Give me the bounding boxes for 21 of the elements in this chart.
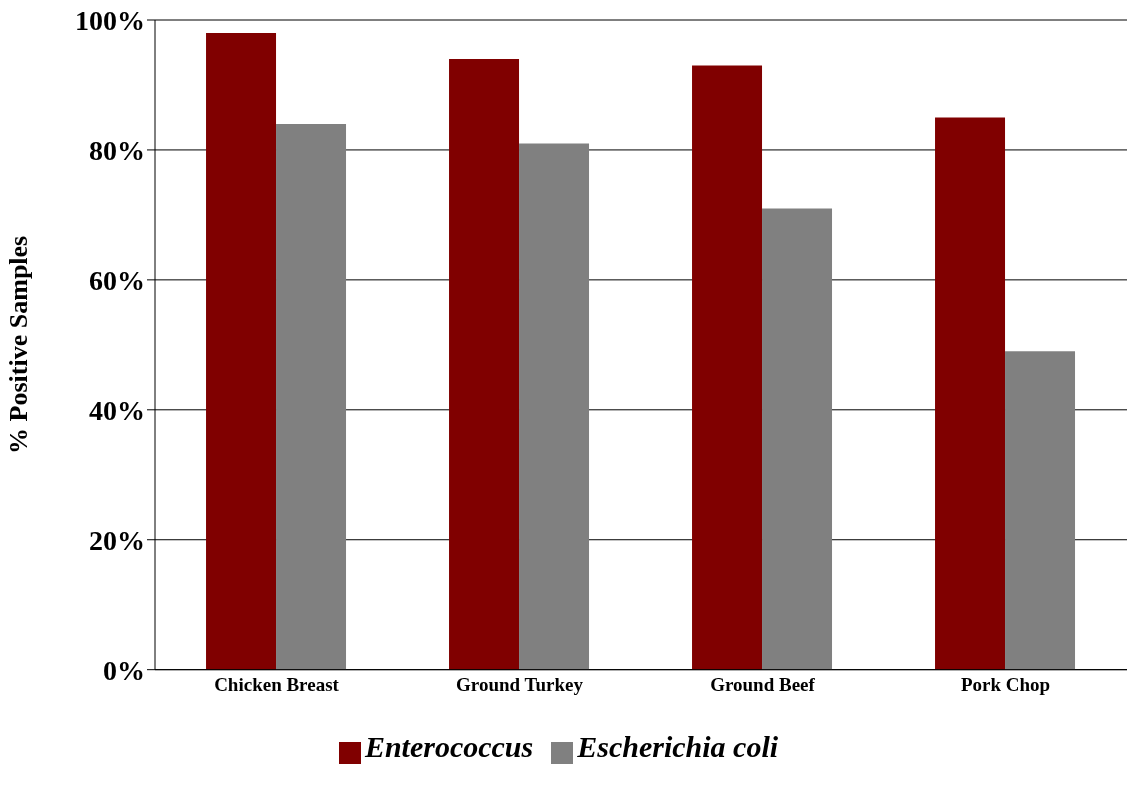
y-tick-label: 20% <box>89 524 145 556</box>
bar <box>1005 351 1076 670</box>
y-tick-label: 0% <box>103 654 145 686</box>
y-tick-label: 40% <box>89 394 145 426</box>
legend-label: Escherichia coli <box>577 729 779 763</box>
bar <box>519 143 590 670</box>
y-axis-title: % Positive Samples <box>4 235 34 454</box>
x-tick-label: Pork Chop <box>960 674 1051 696</box>
x-tick-label: Ground Beef <box>710 674 816 696</box>
bar <box>692 65 763 670</box>
legend-label: Enterococcus <box>364 729 534 763</box>
bar <box>762 208 833 670</box>
bar <box>276 123 347 670</box>
bar <box>206 32 277 670</box>
bar <box>935 117 1006 670</box>
y-tick-label: 80% <box>89 134 145 166</box>
y-tick-label: 100% <box>75 4 145 36</box>
y-tick-label: 60% <box>89 264 145 296</box>
bar <box>449 58 520 670</box>
x-tick-label: Ground Turkey <box>456 674 584 696</box>
x-tick-label: Chicken Breast <box>214 674 340 696</box>
